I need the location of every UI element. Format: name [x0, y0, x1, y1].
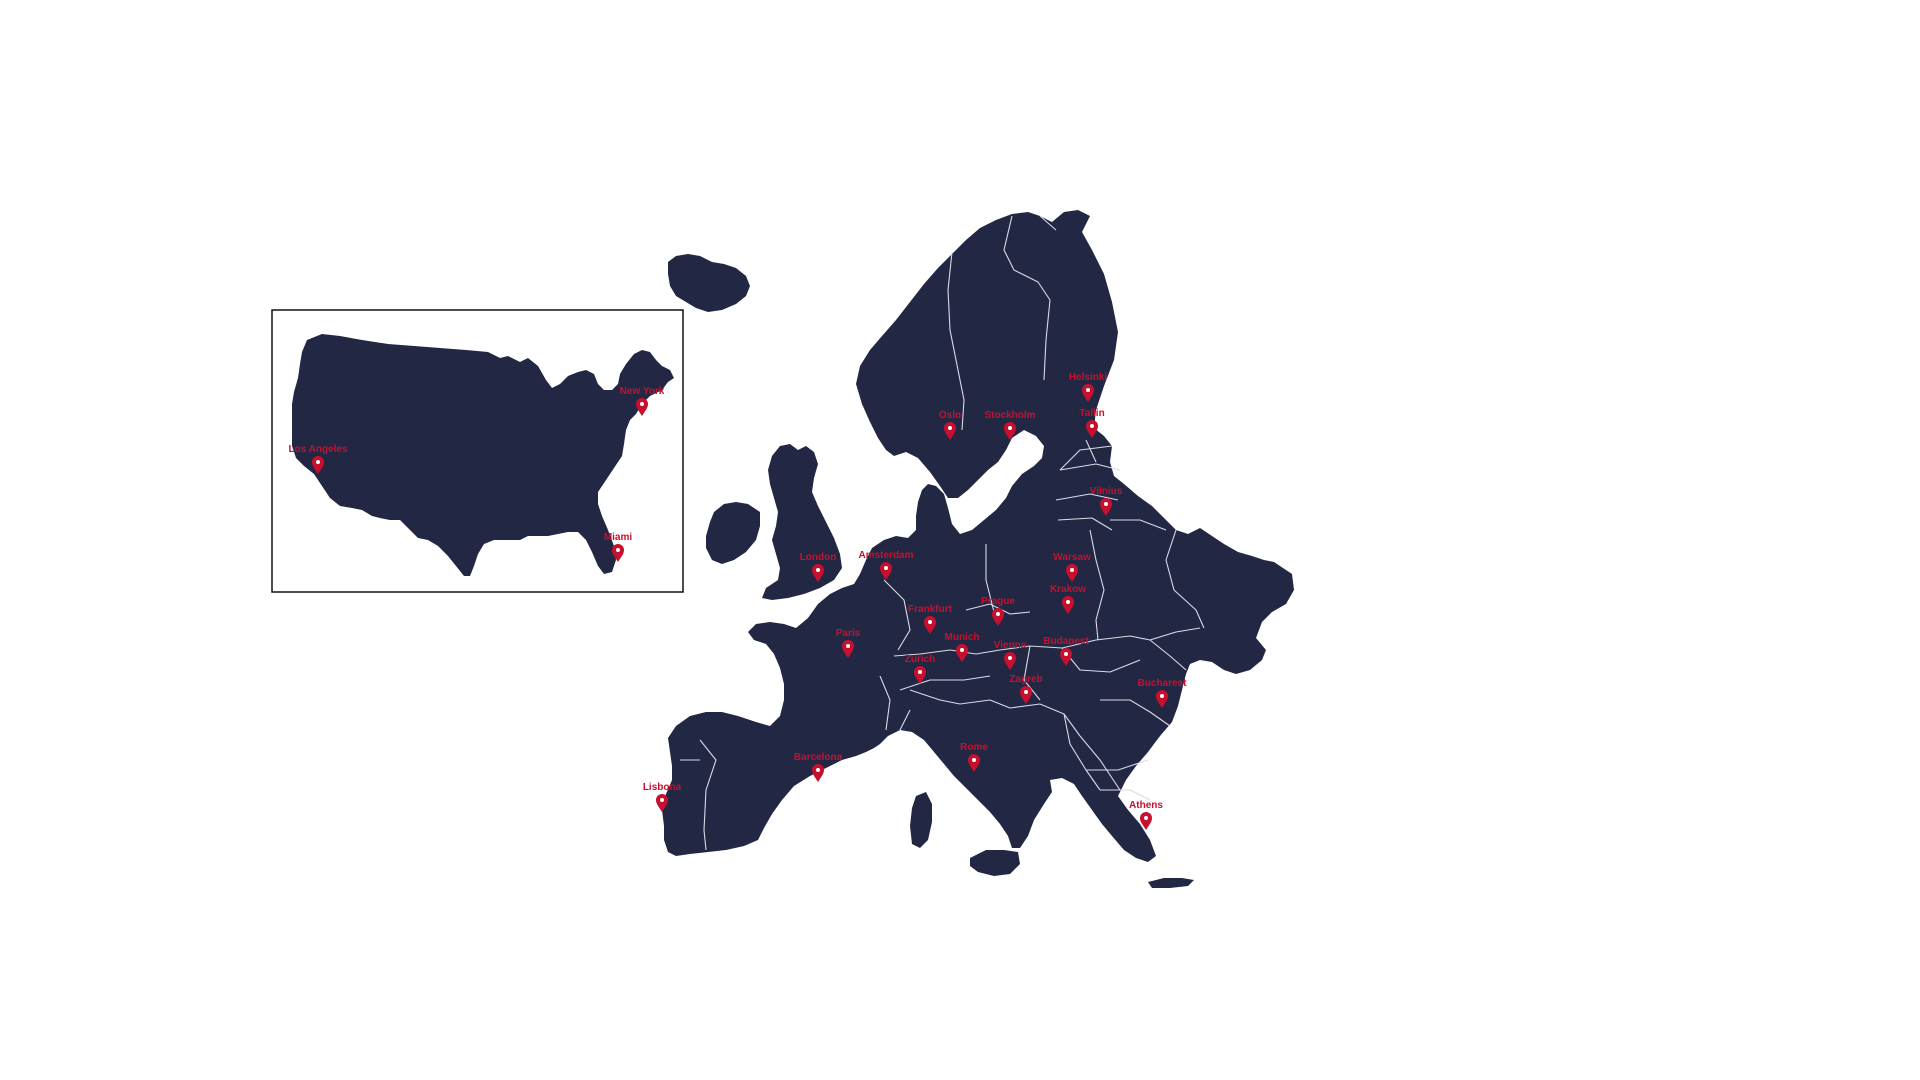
- map-pin-icon: [924, 616, 936, 634]
- city-label-athens: Athens: [1129, 800, 1163, 811]
- map-pin-icon: [1100, 498, 1112, 516]
- city-label-bucharest: Bucharest: [1138, 678, 1188, 689]
- map-pin-icon: [612, 544, 624, 562]
- iceland-landmass: [668, 254, 750, 312]
- city-label-rome: Rome: [960, 742, 988, 753]
- map-pin-icon: [1140, 812, 1152, 830]
- city-label-lisbona: Lisbona: [643, 782, 682, 793]
- city-label-paris: Paris: [836, 628, 861, 639]
- city-marker-vilnius[interactable]: Vilnius: [1090, 486, 1123, 516]
- sardinia-landmass: [910, 792, 932, 848]
- map-pin-icon: [1060, 648, 1072, 666]
- city-marker-lisbona[interactable]: Lisbona: [643, 782, 682, 812]
- city-marker-rome[interactable]: Rome: [960, 742, 988, 772]
- map-pin-icon: [880, 562, 892, 580]
- map-pin-icon: [636, 398, 648, 416]
- city-marker-warsaw[interactable]: Warsaw: [1053, 552, 1091, 582]
- city-marker-miami[interactable]: Miami: [604, 532, 633, 562]
- map-pin-icon: [956, 644, 968, 662]
- city-label-warsaw: Warsaw: [1053, 552, 1091, 563]
- map-pin-icon: [992, 608, 1004, 626]
- ireland-landmass: [706, 502, 760, 564]
- city-marker-budapest[interactable]: Budapest: [1043, 636, 1089, 666]
- map-pin-icon: [842, 640, 854, 658]
- city-label-frankfurt: Frankfurt: [908, 604, 953, 615]
- city-label-los-angeles: Los Angeles: [288, 444, 348, 455]
- city-marker-helsinki[interactable]: Helsinki: [1069, 372, 1108, 402]
- city-marker-stockholm[interactable]: Stockholm: [984, 410, 1036, 440]
- map-pin-icon: [1004, 652, 1016, 670]
- city-marker-munich[interactable]: Munich: [945, 632, 980, 662]
- city-marker-zagreb[interactable]: Zagreb: [1009, 674, 1043, 704]
- city-marker-athens[interactable]: Athens: [1129, 800, 1163, 830]
- map-pin-icon: [1062, 596, 1074, 614]
- city-label-zagreb: Zagreb: [1009, 674, 1042, 685]
- city-label-stockholm: Stockholm: [984, 410, 1035, 421]
- city-label-tallin: Tallin: [1079, 408, 1104, 419]
- map-pin-icon: [312, 456, 324, 474]
- city-label-barcelona: Barcelona: [794, 752, 843, 763]
- great-britain-landmass: [762, 444, 842, 600]
- city-label-london: London: [800, 552, 837, 563]
- city-marker-new-york[interactable]: New York: [620, 386, 665, 416]
- city-marker-krakow[interactable]: Krakow: [1050, 584, 1086, 614]
- city-marker-zurich[interactable]: Zurich: [905, 654, 936, 684]
- city-marker-amsterdam[interactable]: Amsterdam: [858, 550, 914, 580]
- city-marker-frankfurt[interactable]: Frankfurt: [908, 604, 953, 634]
- city-marker-london[interactable]: London: [800, 552, 837, 582]
- city-marker-bucharest[interactable]: Bucharest: [1138, 678, 1188, 708]
- city-marker-los-angeles[interactable]: Los Angeles: [288, 444, 348, 474]
- europe-map: [662, 210, 1294, 888]
- map-pin-icon: [812, 564, 824, 582]
- map-pin-icon: [944, 422, 956, 440]
- city-marker-paris[interactable]: Paris: [836, 628, 861, 658]
- city-label-vienna: Vienna: [994, 640, 1027, 651]
- sicily-landmass: [970, 850, 1020, 876]
- city-label-krakow: Krakow: [1050, 584, 1086, 595]
- usa-inset: [271, 309, 684, 593]
- city-label-zurich: Zurich: [905, 654, 936, 665]
- city-marker-barcelona[interactable]: Barcelona: [794, 752, 843, 782]
- map-pin-icon: [656, 794, 668, 812]
- country-borders: [680, 215, 1205, 851]
- city-label-amsterdam: Amsterdam: [858, 550, 913, 561]
- city-label-oslo: Oslo: [939, 410, 961, 421]
- city-label-budapest: Budapest: [1043, 636, 1089, 647]
- city-label-helsinki: Helsinki: [1069, 372, 1108, 383]
- map-pin-icon: [968, 754, 980, 772]
- map-pin-icon: [1086, 420, 1098, 438]
- map-pin-icon: [812, 764, 824, 782]
- usa-landmass: [292, 334, 674, 576]
- city-label-vilnius: Vilnius: [1090, 486, 1123, 497]
- city-marker-prague[interactable]: Prague: [981, 596, 1015, 626]
- map-pin-icon: [1082, 384, 1094, 402]
- city-markers: New York Los Angeles Miami Helsinki Oslo…: [288, 372, 1187, 830]
- city-marker-vienna[interactable]: Vienna: [994, 640, 1027, 670]
- map-pin-icon: [1020, 686, 1032, 704]
- map-pin-icon: [914, 666, 926, 684]
- city-marker-tallin[interactable]: Tallin: [1079, 408, 1105, 438]
- city-label-new-york: New York: [620, 386, 665, 397]
- europe-mainland-landmass: [662, 210, 1294, 862]
- city-label-prague: Prague: [981, 596, 1015, 607]
- map-pin-icon: [1004, 422, 1016, 440]
- city-label-miami: Miami: [604, 532, 633, 543]
- city-label-munich: Munich: [945, 632, 980, 643]
- city-marker-oslo[interactable]: Oslo: [939, 410, 961, 440]
- crete-landmass: [1148, 878, 1194, 888]
- map-pin-icon: [1156, 690, 1168, 708]
- map-pin-icon: [1066, 564, 1078, 582]
